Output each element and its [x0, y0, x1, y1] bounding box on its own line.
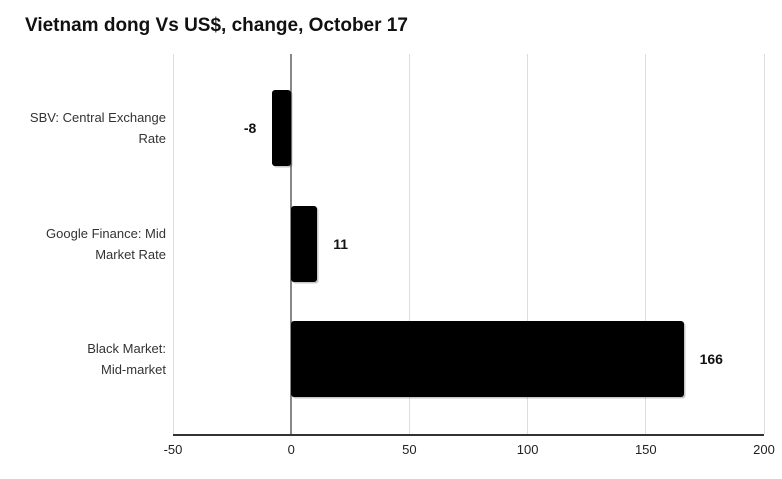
x-tick-label: -50: [163, 442, 183, 457]
category-label-line: Google Finance: Mid: [46, 225, 166, 241]
x-tick-label: 50: [402, 442, 417, 457]
category-label-line: Market Rate: [95, 246, 166, 262]
value-label: 11: [333, 235, 349, 252]
x-tick-label: 100: [516, 442, 539, 457]
bar: [291, 205, 318, 282]
value-label: 166: [699, 351, 723, 368]
bar: [272, 89, 292, 166]
bar: [291, 321, 684, 398]
value-label: -8: [243, 119, 257, 136]
category-label: Black Market: Mid-market: [0, 338, 166, 380]
gridline: [172, 54, 174, 434]
gridline: [763, 54, 765, 434]
x-tick-label: 0: [287, 442, 295, 457]
x-tick-label: 150: [634, 442, 657, 457]
category-label-line: SBV: Central Exchange: [29, 109, 166, 125]
category-label: SBV: Central Exchange Rate: [0, 107, 166, 149]
category-label-line: Mid-market: [100, 362, 166, 378]
x-tick-label: 200: [753, 442, 775, 457]
gridline: [527, 54, 529, 434]
gridline: [408, 54, 410, 434]
x-axis-line: [173, 434, 764, 436]
gridline: [645, 54, 647, 434]
chart-title: Vietnam dong Vs US$, change, October 17: [25, 15, 408, 36]
category-label-line: Rate: [138, 130, 166, 146]
category-label-line: Black Market:: [87, 341, 166, 357]
plot-area: -50 0 50 100 150 200 -8 11 166: [164, 54, 775, 457]
category-label: Google Finance: Mid Market Rate: [0, 223, 166, 265]
